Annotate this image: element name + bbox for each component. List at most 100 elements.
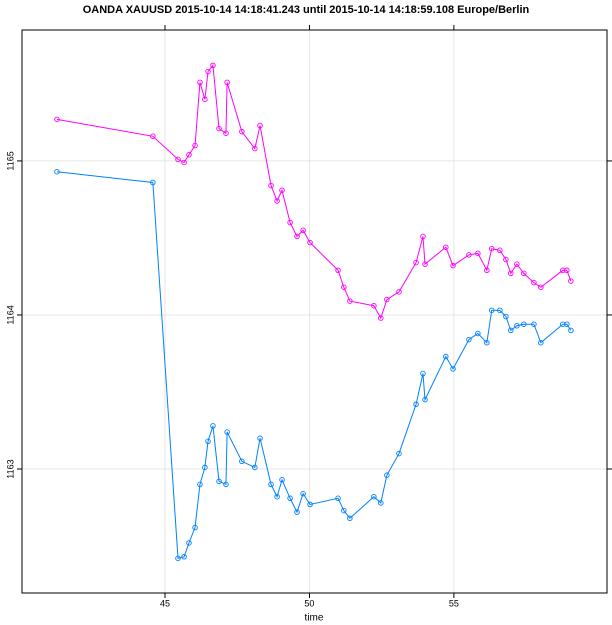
data-point xyxy=(508,270,514,277)
data-point xyxy=(216,125,222,132)
data-point xyxy=(564,267,570,274)
data-point xyxy=(197,481,203,488)
data-point xyxy=(279,477,285,483)
data-point xyxy=(514,261,520,267)
data-point xyxy=(239,458,245,465)
data-point xyxy=(347,298,353,304)
data-point xyxy=(287,219,293,226)
data-point xyxy=(192,142,198,149)
data-point xyxy=(300,490,306,497)
plot-frame xyxy=(21,29,608,594)
data-point xyxy=(210,62,216,69)
x-tick-label: 55 xyxy=(449,598,459,608)
data-point xyxy=(422,261,428,267)
data-point xyxy=(568,327,574,334)
data-point xyxy=(268,481,274,488)
data-point xyxy=(205,438,211,445)
data-point xyxy=(307,239,313,246)
data-point xyxy=(224,79,230,86)
data-point xyxy=(371,493,377,500)
data-point xyxy=(175,156,181,163)
series-line xyxy=(56,64,572,320)
data-point xyxy=(54,168,60,175)
data-point xyxy=(257,122,263,129)
series-line xyxy=(56,171,572,559)
data-point xyxy=(384,472,390,478)
data-point xyxy=(347,515,353,522)
data-point xyxy=(396,450,402,457)
data-point xyxy=(538,339,544,346)
data-point xyxy=(150,133,156,140)
y-tick-label: 1163 xyxy=(5,459,15,478)
y-tick-label: 1164 xyxy=(5,305,15,324)
data-point xyxy=(202,96,208,103)
data-point xyxy=(538,284,544,290)
data-point xyxy=(279,187,285,193)
data-point xyxy=(508,327,514,334)
data-point xyxy=(497,307,503,314)
data-point xyxy=(54,116,60,123)
data-point xyxy=(202,464,208,471)
data-point xyxy=(503,256,509,263)
data-point xyxy=(443,244,449,250)
data-point xyxy=(378,500,384,506)
data-point xyxy=(181,554,187,560)
data-point xyxy=(175,555,181,562)
data-point xyxy=(335,495,341,502)
data-point xyxy=(450,262,456,269)
data-point xyxy=(531,321,537,327)
data-point xyxy=(181,159,187,166)
data-point xyxy=(294,509,300,515)
data-point xyxy=(378,315,384,321)
data-point xyxy=(413,401,419,408)
data-point xyxy=(239,128,245,135)
data-point xyxy=(484,339,490,346)
data-point xyxy=(186,540,192,546)
data-point xyxy=(287,495,293,502)
data-point xyxy=(224,429,230,435)
data-point xyxy=(252,145,258,152)
data-point xyxy=(475,250,481,257)
data-point xyxy=(223,130,229,136)
data-point xyxy=(252,464,258,471)
data-point xyxy=(488,245,495,252)
x-axis-label: time xyxy=(305,613,324,624)
data-point xyxy=(521,270,527,277)
data-point xyxy=(186,152,192,158)
data-point xyxy=(223,481,229,488)
data-point xyxy=(450,366,456,372)
data-point xyxy=(413,259,419,266)
data-point xyxy=(371,302,377,309)
data-point xyxy=(341,284,347,290)
data-point xyxy=(514,322,520,329)
data-point xyxy=(274,198,280,204)
data-point xyxy=(484,267,490,274)
x-tick-label: 50 xyxy=(304,598,314,608)
x-tick-label: 45 xyxy=(160,598,170,608)
data-point xyxy=(335,267,341,274)
data-point xyxy=(274,493,280,500)
data-point xyxy=(503,313,509,320)
data-point xyxy=(568,278,574,284)
data-point xyxy=(150,179,156,186)
data-point xyxy=(420,233,426,240)
data-point xyxy=(197,79,203,86)
data-point xyxy=(488,307,495,314)
chart-title: OANDA XAUUSD 2015-10-14 14:18:41.243 unt… xyxy=(83,4,530,16)
data-point xyxy=(560,321,566,327)
data-point xyxy=(341,507,347,514)
data-point xyxy=(422,396,428,403)
data-point xyxy=(497,247,503,254)
data-point xyxy=(560,267,566,274)
data-point xyxy=(300,227,306,233)
data-point xyxy=(384,296,390,303)
data-point xyxy=(466,252,472,258)
data-point xyxy=(521,321,527,327)
data-point xyxy=(396,289,402,295)
data-point xyxy=(268,182,274,189)
data-point xyxy=(294,233,300,240)
data-point xyxy=(564,321,570,327)
data-point xyxy=(443,353,449,360)
